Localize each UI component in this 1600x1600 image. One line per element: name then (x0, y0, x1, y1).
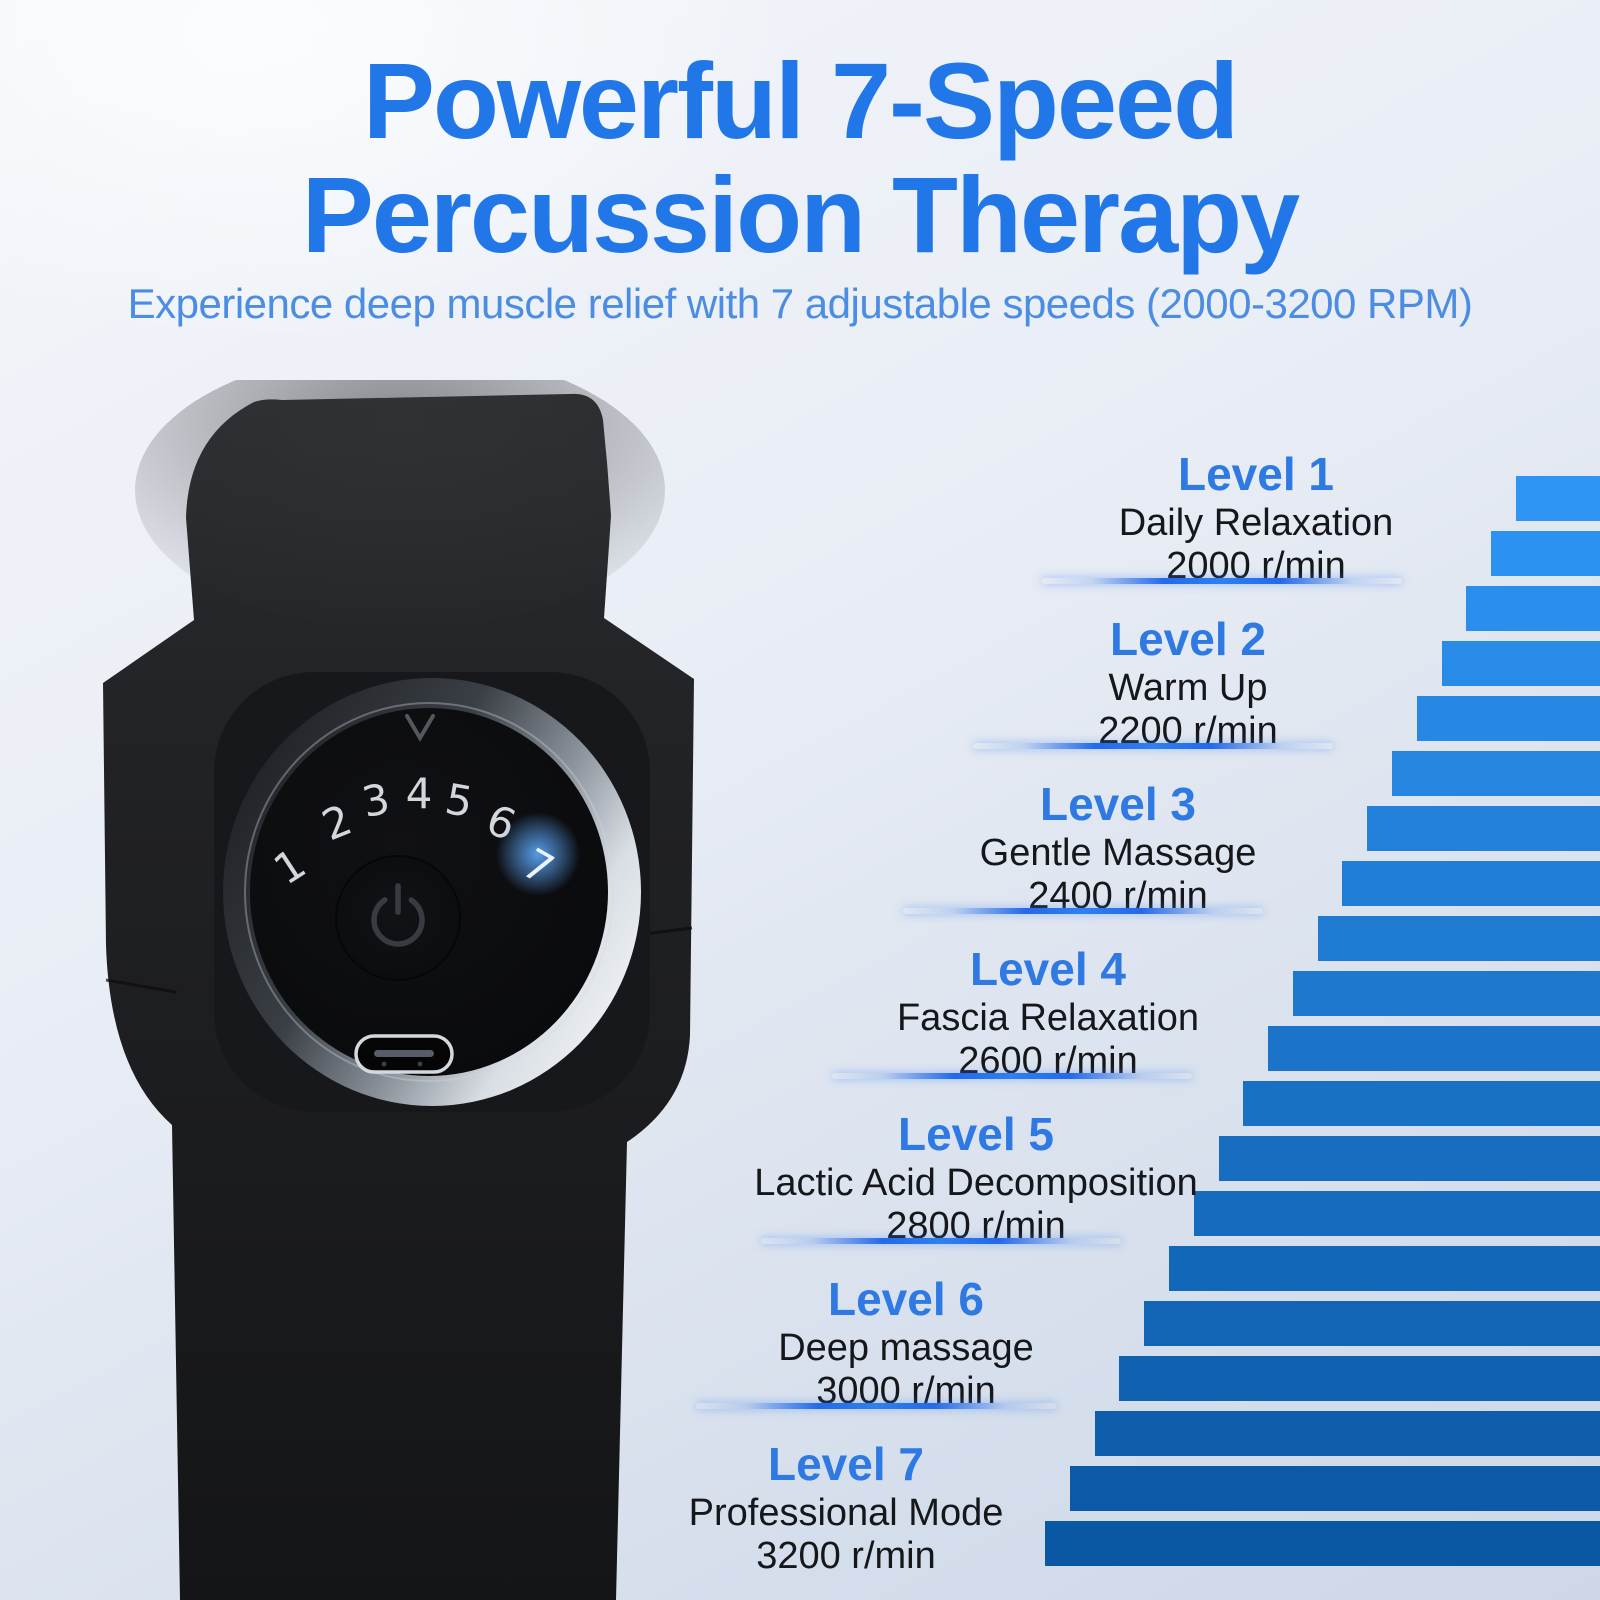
dial-notch-icon (405, 714, 435, 742)
level-desc: Fascia Relaxation (896, 997, 1200, 1039)
device-head-highlight (135, 380, 665, 630)
stair-bar-9 (1318, 916, 1600, 961)
stair-bar-2 (1491, 531, 1600, 576)
stair-bar-14 (1194, 1191, 1600, 1236)
level-name: Level 6 (828, 1273, 984, 1325)
stair-bar-6 (1392, 751, 1600, 796)
stair-bar-20 (1045, 1521, 1600, 1566)
level-rpm: 3200 r/min (756, 1535, 936, 1577)
level-divider (832, 1073, 1192, 1079)
level-name: Level 3 (1040, 778, 1196, 830)
level-divider (973, 743, 1333, 749)
stair-bar-5 (1417, 696, 1600, 741)
stair-bar-1 (1516, 476, 1600, 521)
level-block-2: Level 2 Warm Up 2200 r/min (868, 613, 1508, 752)
massage-gun-photo: 1 2 3 4 5 6 7 (103, 380, 694, 1600)
stair-bar-8 (1342, 861, 1600, 906)
level-block-6: Level 6 Deep massage 3000 r/min (586, 1273, 1226, 1412)
level-desc: Deep massage (778, 1327, 1034, 1369)
stair-bar-11 (1268, 1026, 1600, 1071)
level-name: Level 5 (898, 1108, 1054, 1160)
level-divider (761, 1238, 1121, 1244)
power-icon (371, 883, 425, 947)
active-speed-glow (496, 812, 580, 896)
power-button (335, 855, 461, 981)
level-block-7: Level 7 Professional Mode 3200 r/min (526, 1438, 1166, 1577)
level-divider (903, 908, 1263, 914)
stair-bar-12 (1243, 1081, 1600, 1126)
page-title-line-2: Percussion Therapy (301, 154, 1300, 275)
page-title-line-1: Powerful 7-Speed (362, 40, 1239, 161)
level-block-5: Level 5 Lactic Acid Decomposition 2800 r… (656, 1108, 1296, 1247)
level-divider (696, 1403, 1056, 1409)
page-subtitle: Experience deep muscle relief with 7 adj… (127, 280, 1473, 327)
level-desc: Lactic Acid Decomposition (754, 1162, 1198, 1204)
left-wing-seam (105, 978, 177, 994)
stair-bar-10 (1293, 971, 1600, 1016)
level-name: Level 4 (970, 943, 1126, 995)
level-name: Level 1 (1178, 448, 1334, 500)
level-block-1: Level 1 Daily Relaxation 2000 r/min (936, 448, 1576, 587)
dial-inner-highlight (244, 702, 614, 1082)
level-divider (1042, 578, 1402, 584)
dial-number-4: 4 (406, 769, 433, 818)
stair-bar-4 (1442, 641, 1600, 686)
stair-bar-15 (1169, 1246, 1600, 1291)
level-name: Level 7 (768, 1438, 924, 1490)
stair-bar-3 (1466, 586, 1600, 631)
level-desc: Gentle Massage (979, 832, 1257, 874)
stair-bar-7 (1367, 806, 1600, 851)
level-block-4: Level 4 Fascia Relaxation 2600 r/min (728, 943, 1368, 1082)
level-name: Level 2 (1110, 613, 1266, 665)
level-block-3: Level 3 Gentle Massage 2400 r/min (798, 778, 1438, 917)
level-desc: Daily Relaxation (1118, 502, 1394, 544)
level-desc: Warm Up (1108, 667, 1268, 709)
stair-bar-16 (1144, 1301, 1600, 1346)
stair-bar-13 (1219, 1136, 1600, 1181)
usb-c-port (354, 1034, 454, 1074)
stair-bar-19 (1070, 1466, 1600, 1511)
level-desc: Professional Mode (688, 1492, 1004, 1534)
stair-bar-18 (1095, 1411, 1600, 1456)
stair-bar-17 (1119, 1356, 1600, 1401)
